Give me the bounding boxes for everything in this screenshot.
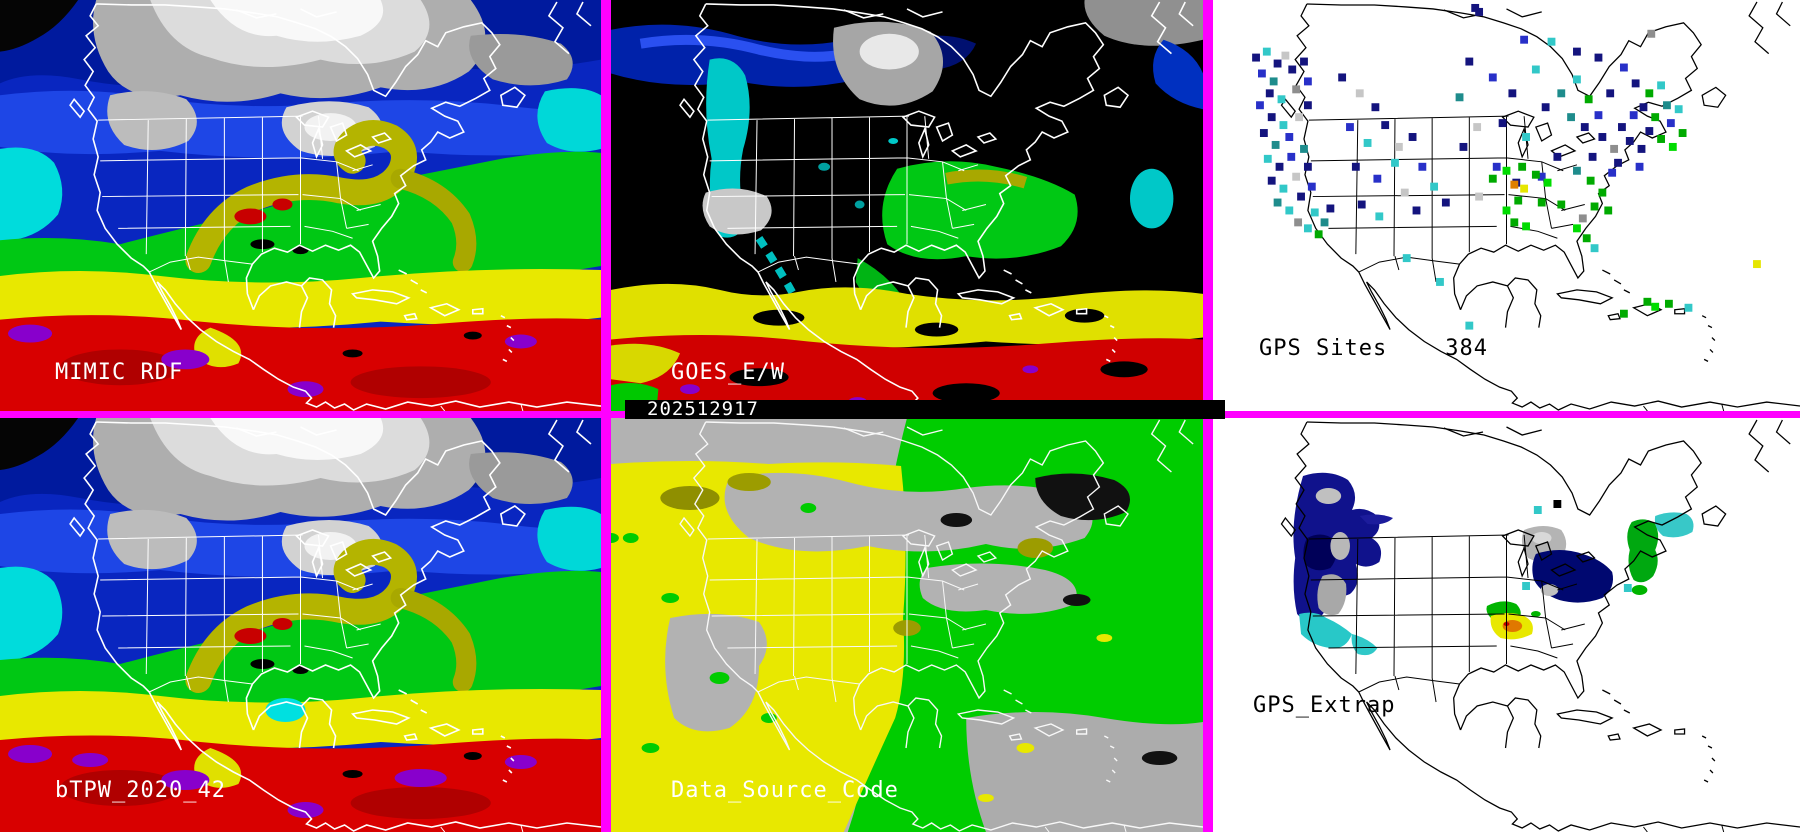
panel-goes-ew: GOES_E/W xyxy=(611,0,1203,411)
timestamp-text: 202512917 xyxy=(647,398,759,420)
timestamp-bar: 202512917 xyxy=(625,400,1225,419)
gps-extrap-label: GPS_Extrap xyxy=(1253,693,1396,718)
gps-extrap-map-image xyxy=(1213,418,1800,832)
gps-sites-count: 384 xyxy=(1445,336,1488,361)
mimic-rdf-label: MIMIC RDF xyxy=(55,360,184,385)
btpw-label: bTPW_2020_42 xyxy=(55,778,226,803)
mimic-rdf-map-image xyxy=(0,0,601,411)
goes-ew-map-image xyxy=(611,0,1203,411)
gps-sites-label: GPS Sites xyxy=(1259,336,1388,361)
panel-btpw: bTPW_2020_42 xyxy=(0,418,601,832)
panel-data-source-code: Data_Source_Code xyxy=(611,418,1203,832)
data-source-code-label: Data_Source_Code xyxy=(671,778,899,803)
panel-gps-sites: GPS Sites 384 xyxy=(1213,0,1800,411)
goes-ew-label: GOES_E/W xyxy=(671,360,785,385)
btpw-map-image xyxy=(0,418,601,832)
gps-sites-markers xyxy=(1252,3,1761,330)
panel-mimic-rdf: MIMIC RDF xyxy=(0,0,601,411)
data-source-code-map-image xyxy=(611,418,1203,832)
gps-extrap-markers xyxy=(1522,500,1632,592)
gps-sites-map-image xyxy=(1213,0,1800,411)
panel-gps-extrap: GPS_Extrap xyxy=(1213,418,1800,832)
